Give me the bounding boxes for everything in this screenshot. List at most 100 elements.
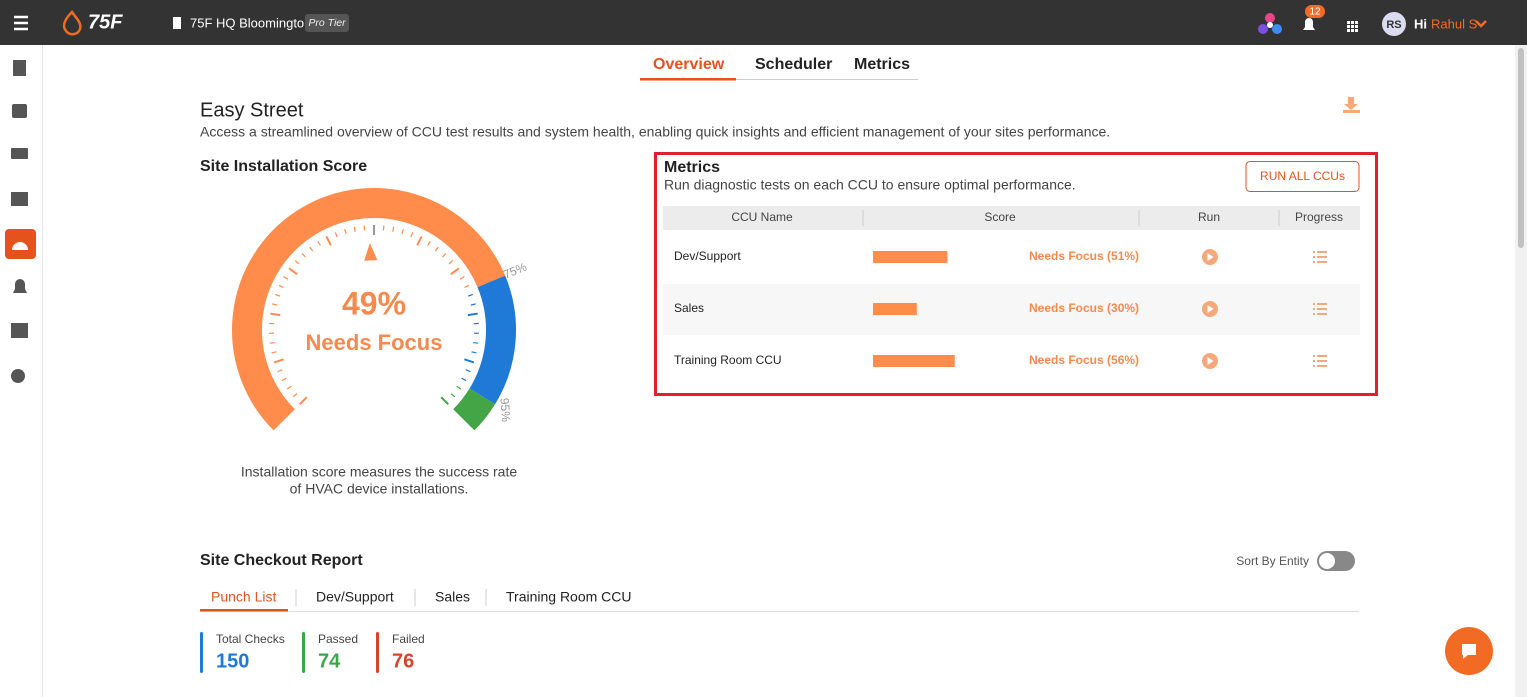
site-name[interactable]: 75F HQ Bloomington xyxy=(190,15,311,30)
column-header: Run xyxy=(1198,210,1220,224)
progress-icon[interactable] xyxy=(1317,365,1327,367)
gauge-tick xyxy=(467,312,478,317)
stat-label: Total Checks xyxy=(216,632,285,646)
gauge-tick xyxy=(275,293,281,297)
threshold-label: 95% xyxy=(498,397,513,422)
gauge-nav-icon xyxy=(12,242,28,250)
gauge-tick xyxy=(440,396,449,405)
gauge-tick xyxy=(269,341,275,344)
checkout-tab[interactable]: Dev/Support xyxy=(316,589,394,605)
grid-icon[interactable] xyxy=(1347,21,1358,32)
progress-icon[interactable] xyxy=(1317,256,1327,258)
user-chevron[interactable] xyxy=(1475,20,1487,28)
notification-count: 12 xyxy=(1309,7,1321,18)
nav-schedule[interactable] xyxy=(12,104,27,118)
avatar[interactable] xyxy=(1382,12,1406,36)
page-description: Access a streamlined overview of CCU tes… xyxy=(200,124,1110,140)
gauge-tick xyxy=(392,226,395,232)
gauge-tick xyxy=(464,284,470,288)
logo[interactable]: 75F xyxy=(62,10,123,36)
run-icon xyxy=(1207,253,1214,261)
nav-tab[interactable]: Scheduler xyxy=(755,56,832,73)
run-all-button[interactable] xyxy=(1245,161,1360,192)
stat-accent xyxy=(200,632,203,673)
gauge: 75% 95% xyxy=(232,188,529,431)
progress-icon[interactable] xyxy=(1313,360,1315,362)
progress-icon[interactable] xyxy=(1317,308,1327,310)
gauge-tick xyxy=(473,341,479,344)
gauge-tick xyxy=(461,377,467,382)
gauge-tick xyxy=(299,396,308,405)
scrollbar-thumb[interactable] xyxy=(1518,48,1524,248)
gauge-tick xyxy=(401,229,404,235)
gauge-tick xyxy=(344,229,347,235)
nav-dashboard[interactable] xyxy=(11,192,28,206)
gauge-tick xyxy=(271,351,277,354)
menu-button[interactable] xyxy=(14,15,28,31)
download-button[interactable] xyxy=(1343,97,1360,113)
gauge-tick xyxy=(416,235,423,246)
checkout-tab[interactable]: Training Room CCU xyxy=(506,589,632,605)
threshold-label: 75% xyxy=(501,259,529,281)
progress-icon[interactable] xyxy=(1313,261,1315,263)
score-bar xyxy=(873,355,955,367)
progress-icon[interactable] xyxy=(1313,365,1315,367)
progress-icon[interactable] xyxy=(1313,308,1315,310)
gauge-tick xyxy=(309,246,314,252)
run-icon xyxy=(1207,305,1214,313)
gauge-tick xyxy=(456,385,462,390)
nav-hierarchy[interactable] xyxy=(11,323,28,338)
progress-icon[interactable] xyxy=(1317,360,1327,362)
gauge-tick xyxy=(288,267,298,275)
score-value: 49% xyxy=(342,285,406,321)
stat-value: 74 xyxy=(318,650,341,672)
progress-icon[interactable] xyxy=(1317,355,1327,357)
nav-settings[interactable] xyxy=(11,369,25,383)
bell-icon[interactable] xyxy=(1303,18,1315,30)
nav-tab[interactable]: Metrics xyxy=(854,56,910,73)
run-all-label: RUN ALL CCUs xyxy=(1260,169,1345,183)
user-name[interactable]: Rahul S xyxy=(1431,16,1478,31)
stat-accent xyxy=(376,632,379,673)
nav-alerts[interactable] xyxy=(13,279,27,293)
progress-icon[interactable] xyxy=(1317,313,1327,315)
chat-icon xyxy=(1462,644,1476,659)
score-status: Needs Focus xyxy=(306,330,443,355)
gauge-tick xyxy=(317,241,321,246)
stat-accent xyxy=(302,632,305,673)
progress-icon[interactable] xyxy=(1313,256,1315,258)
progress-icon[interactable] xyxy=(1313,355,1315,357)
progress-icon[interactable] xyxy=(1313,313,1315,315)
score-title: Site Installation Score xyxy=(200,158,367,175)
nav-buildings[interactable] xyxy=(13,60,26,76)
gauge-tick xyxy=(459,276,465,280)
gauge-segment xyxy=(469,275,516,405)
progress-icon[interactable] xyxy=(1313,251,1315,253)
gauge-tick xyxy=(467,293,473,297)
apps-logo[interactable] xyxy=(1258,13,1282,34)
score-caption: Installation score measures the success … xyxy=(241,464,517,480)
gauge-tick xyxy=(450,393,456,398)
ccu-name: Training Room CCU xyxy=(674,353,782,367)
checkout-tab[interactable]: Sales xyxy=(435,589,470,605)
checkout-tab[interactable]: Punch List xyxy=(211,589,276,605)
metrics-highlight xyxy=(654,152,1378,396)
nav-tab[interactable]: Overview xyxy=(653,56,725,73)
gauge-tick xyxy=(292,393,298,398)
tier-badge xyxy=(305,14,349,32)
ccu-name: Sales xyxy=(674,301,704,315)
tier-label: Pro Tier xyxy=(308,17,346,29)
score-status: Needs Focus (56%) xyxy=(1029,353,1139,367)
progress-icon[interactable] xyxy=(1317,251,1327,253)
score-bar xyxy=(873,251,948,263)
gauge-tick xyxy=(301,253,306,258)
progress-icon[interactable] xyxy=(1317,303,1327,305)
progress-icon[interactable] xyxy=(1313,303,1315,305)
nav-devices[interactable] xyxy=(11,148,28,159)
building-icon xyxy=(173,17,181,29)
table-header xyxy=(663,206,1360,230)
progress-icon[interactable] xyxy=(1317,261,1327,263)
sort-label: Sort By Entity xyxy=(1236,554,1309,568)
stat-label: Passed xyxy=(318,632,358,646)
gauge-tick xyxy=(465,369,471,373)
